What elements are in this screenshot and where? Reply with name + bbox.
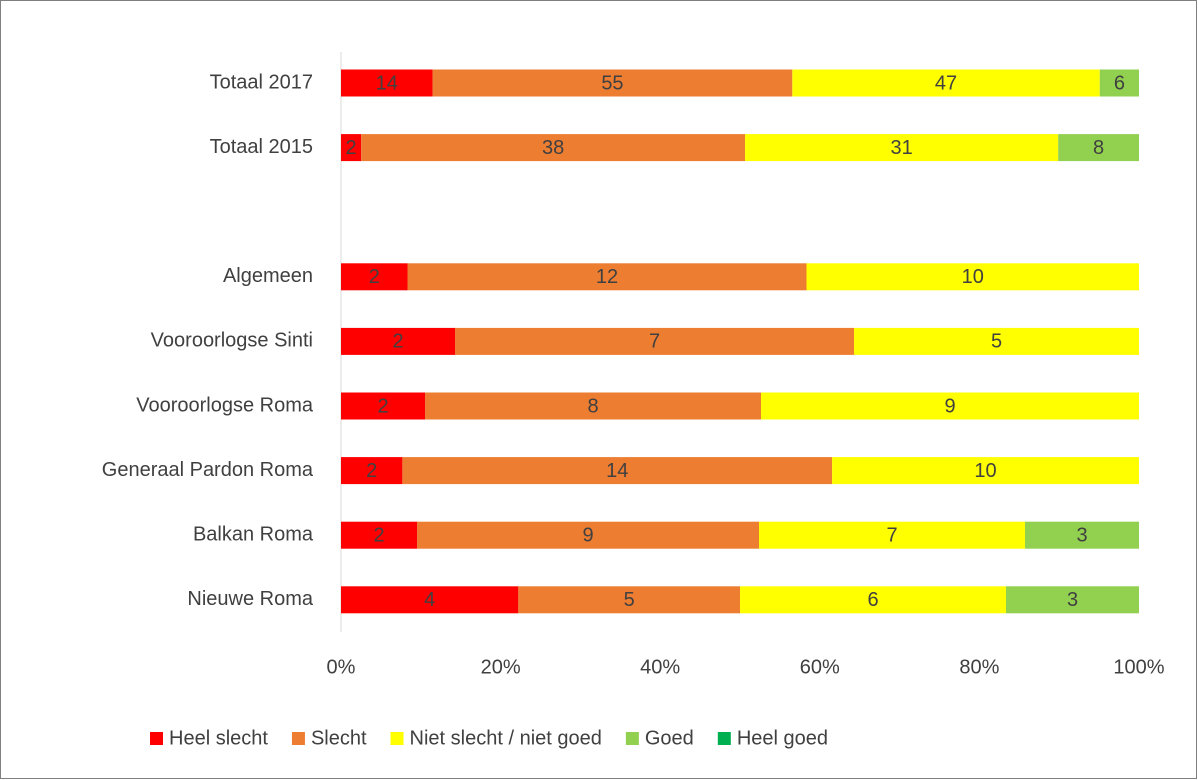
legend-label: Niet slecht / niet goed: [410, 727, 602, 749]
bar-segment: [425, 392, 761, 420]
data-label: 10: [962, 266, 984, 288]
data-label: 8: [1093, 137, 1104, 159]
data-label: 2: [392, 331, 403, 353]
data-label: 47: [935, 72, 957, 94]
legend-swatch: [291, 732, 305, 745]
data-label: 31: [890, 137, 912, 159]
data-label: 5: [991, 331, 1002, 353]
x-tick-label: 20%: [481, 656, 521, 678]
bar-segment: [745, 134, 1059, 162]
bar-segment: [854, 327, 1139, 355]
x-tick-label: 100%: [1113, 656, 1164, 678]
y-tick-label: Algemeen: [223, 265, 313, 287]
bar-segment: [341, 69, 433, 97]
x-tick-label: 40%: [640, 656, 680, 678]
bar-segment: [759, 521, 1025, 549]
bar-segment: [341, 457, 403, 485]
data-label: 9: [582, 524, 593, 546]
bar-segment: [1025, 521, 1139, 549]
y-tick-label: Generaal Pardon Roma: [102, 459, 314, 481]
bar-segment: [341, 134, 362, 162]
x-tick-label: 0%: [327, 656, 356, 678]
bar-segment: [518, 586, 740, 614]
data-label: 4: [424, 589, 435, 611]
data-label: 8: [587, 395, 598, 417]
data-label: 3: [1067, 589, 1078, 611]
data-label: 3: [1076, 524, 1087, 546]
bar-segment: [341, 327, 455, 355]
bar-segment: [432, 69, 793, 97]
bar-segment: [455, 327, 854, 355]
bar-segment: [407, 263, 807, 291]
bar-segment: [341, 521, 417, 549]
bar-segment: [792, 69, 1100, 97]
bar-segment: [832, 457, 1139, 485]
bar-segment: [361, 134, 746, 162]
bar-segment: [341, 586, 519, 614]
bar-segment: [341, 263, 408, 291]
y-tick-label: Balkan Roma: [193, 523, 314, 545]
data-label: 55: [601, 72, 623, 94]
bar-segment: [402, 457, 833, 485]
data-label: 2: [346, 137, 357, 159]
data-label: 38: [542, 137, 564, 159]
data-label: 6: [867, 589, 878, 611]
data-label: 5: [624, 589, 635, 611]
legend-label: Slecht: [311, 727, 367, 749]
data-label: 7: [649, 331, 660, 353]
y-tick-label: Vooroorlogse Roma: [136, 394, 314, 416]
data-label: 2: [366, 460, 377, 482]
legend-swatch: [717, 732, 731, 745]
bar-segment: [761, 392, 1139, 420]
data-label: 12: [596, 266, 618, 288]
data-label: 7: [886, 524, 897, 546]
bar-segment: [417, 521, 759, 549]
data-label: 14: [376, 72, 398, 94]
y-tick-label: Totaal 2015: [210, 136, 313, 158]
y-tick-label: Totaal 2017: [210, 71, 313, 93]
legend-swatch: [150, 732, 163, 745]
data-label: 2: [377, 395, 388, 417]
bar-segment: [1099, 69, 1139, 97]
legend-label: Goed: [645, 727, 694, 749]
bar-segment: [1058, 134, 1139, 162]
data-label: 2: [373, 524, 384, 546]
bar-segment: [1006, 586, 1139, 614]
legend-swatch: [625, 732, 639, 745]
y-tick-label: Vooroorlogse Sinti: [151, 330, 313, 352]
y-tick-label: Nieuwe Roma: [187, 588, 313, 610]
legend-label: Heel goed: [737, 727, 828, 749]
legend-swatch: [390, 732, 404, 745]
data-label: 14: [606, 460, 628, 482]
bar-segment: [740, 586, 1006, 614]
bar-segment: [806, 263, 1139, 291]
data-label: 10: [974, 460, 996, 482]
data-label: 2: [369, 266, 380, 288]
x-tick-label: 60%: [800, 656, 840, 678]
bar-segment: [341, 392, 425, 420]
legend-label: Heel slecht: [169, 727, 268, 749]
x-tick-label: 80%: [959, 656, 999, 678]
data-label: 9: [944, 395, 955, 417]
data-label: 6: [1114, 72, 1125, 94]
